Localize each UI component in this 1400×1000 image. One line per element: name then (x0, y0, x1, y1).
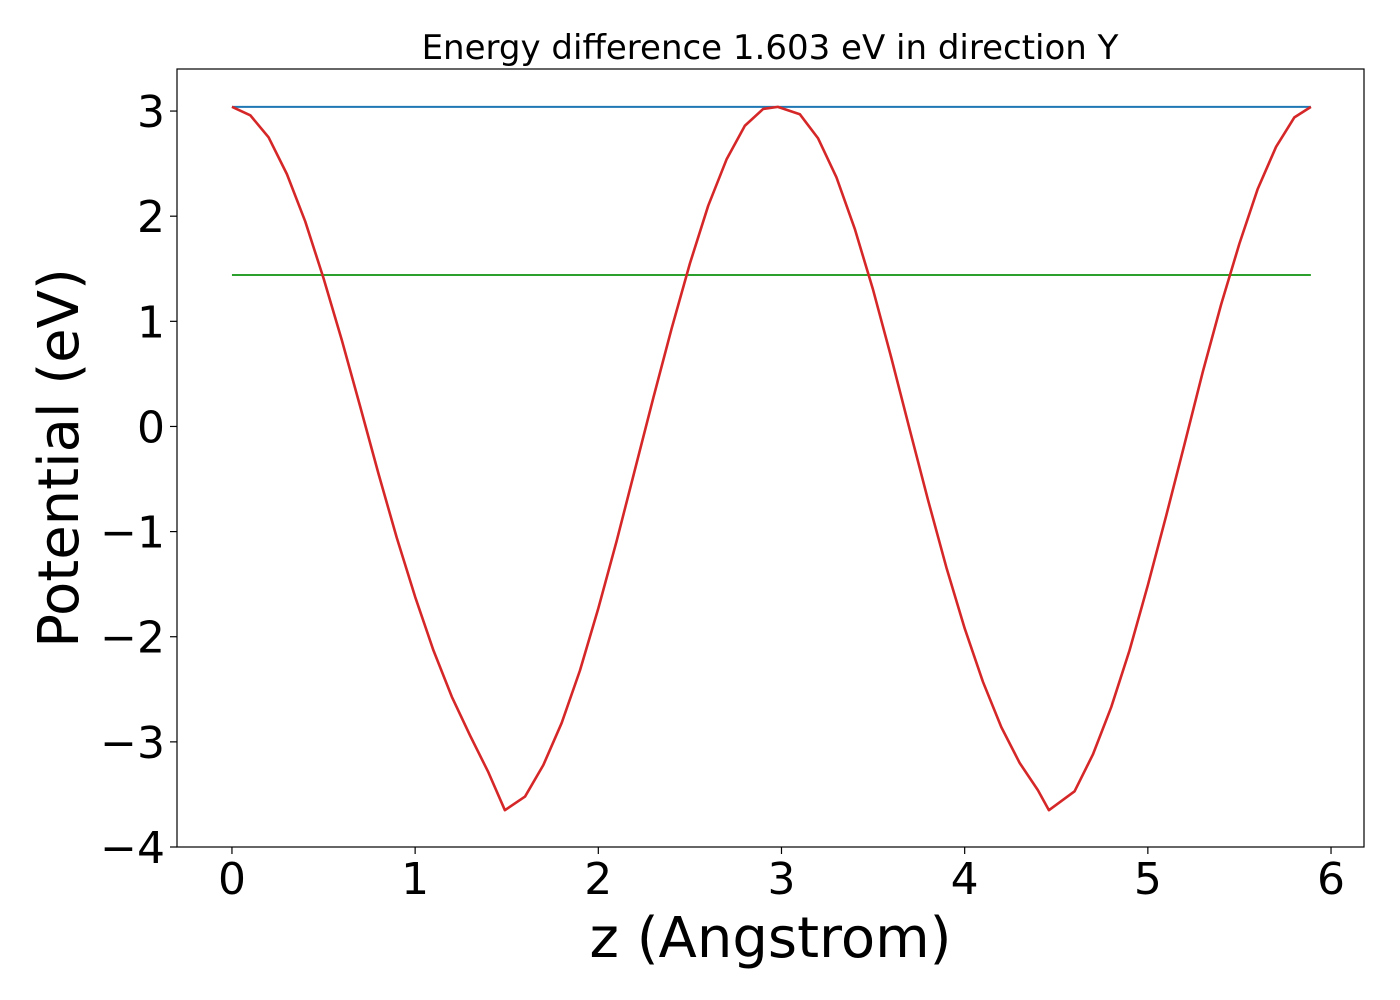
y-tick-label: −2 (100, 613, 165, 664)
y-axis: −4 −3 −2 −1 0 1 2 3 (100, 87, 177, 874)
y-axis-label: Potential (eV) (27, 268, 92, 648)
chart-title: Energy difference 1.603 eV in direction … (422, 28, 1119, 68)
y-tick-label: −4 (100, 823, 165, 874)
y-tick-label: −1 (100, 508, 165, 559)
x-tick-label: 5 (1134, 854, 1162, 905)
x-tick-label: 1 (401, 854, 429, 905)
x-axis: 0 1 2 3 4 5 6 (218, 847, 1345, 905)
x-tick-label: 6 (1317, 854, 1345, 905)
series-line-potential (231, 105, 1312, 812)
y-tick-label: 1 (137, 297, 165, 348)
x-tick-label: 4 (951, 854, 979, 905)
y-tick-label: 3 (137, 87, 165, 138)
x-tick-label: 0 (218, 854, 246, 905)
x-tick-label: 3 (767, 854, 795, 905)
y-tick-label: 0 (137, 402, 165, 453)
x-axis-label: z (Angstrom) (590, 906, 952, 971)
y-tick-label: −3 (100, 718, 165, 769)
y-tick-label: 2 (137, 192, 165, 243)
plot-frame (176, 68, 1365, 848)
x-tick-label: 2 (584, 854, 612, 905)
series-layer (231, 105, 1312, 812)
